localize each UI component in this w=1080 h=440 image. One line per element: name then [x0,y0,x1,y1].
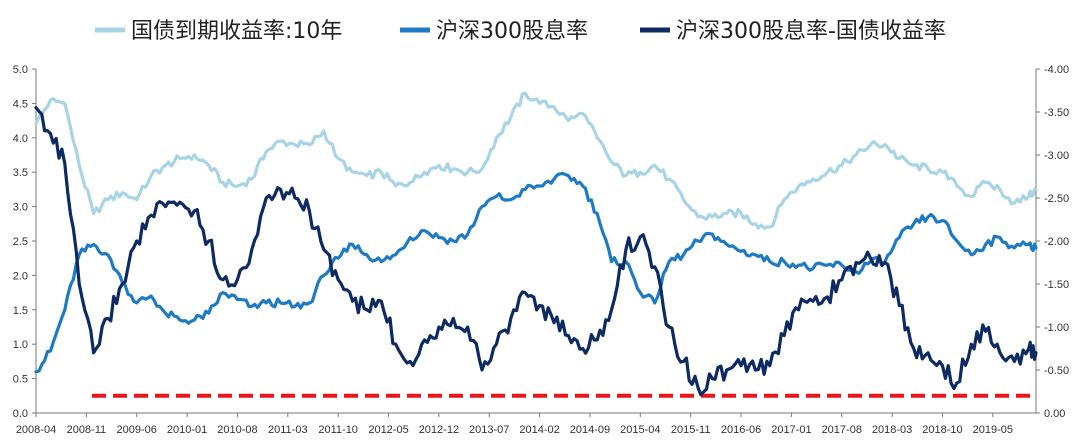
series-line-2 [34,171,1038,374]
left-y-tick-label: 0.0 [13,408,28,420]
legend-label-2: 沪深300股息率 [436,19,588,44]
x-tick-label: 2008-04 [16,424,56,436]
left-y-tick-label: 2.0 [13,270,28,282]
right-y-tick-label: -3.00 [1044,150,1069,162]
right-y-tick-label: -4.00 [1044,64,1069,76]
series-lines [34,91,1038,397]
x-tick-label: 2014-09 [570,424,610,436]
x-tick-label: 2019-05 [973,424,1013,436]
series-line-1 [34,91,1038,230]
series-line-3 [34,106,1038,397]
x-tick-label: 2011-03 [268,424,308,436]
x-tick-label: 2013-07 [469,424,509,436]
x-tick-label: 2008-11 [67,424,107,436]
x-tick-label: 2011-10 [318,424,358,436]
x-tick-label: 2012-05 [368,424,408,436]
left-y-tick-label: 0.5 [13,374,28,386]
left-y-tick-label: 1.5 [13,305,28,317]
x-tick-label: 2017-08 [822,424,862,436]
left-y-tick-label: 4.0 [13,133,28,145]
left-y-tick-label: 3.0 [13,202,28,214]
right-y-tick-label: 0.00 [1044,408,1065,420]
left-y-tick-label: 2.5 [13,236,28,248]
x-tick-label: 2017-01 [771,424,811,436]
x-tick-label: 2015-11 [671,424,711,436]
axes: 0.0 0.5 1.0 1.5 2.0 2.5 3.0 3.5 4.0 4.5 5.0 0.00 -0.… [13,64,1069,436]
x-tick-label: 2016-06 [721,424,761,436]
x-tick-label: 2014-02 [519,424,559,436]
x-tick-label: 2018-10 [922,424,962,436]
right-y-tick-label: -0.50 [1044,365,1069,377]
right-y-tick-label: -2.00 [1044,236,1069,248]
x-tick-label: 2018-03 [872,424,912,436]
right-y-tick-label: -2.50 [1044,193,1069,205]
right-y-tick-label: -1.00 [1044,322,1069,334]
x-tick-label: 2010-01 [167,424,207,436]
right-y-tick-label: -3.50 [1044,107,1069,119]
x-tick-label: 2010-08 [217,424,257,436]
left-y-tick-label: 1.0 [13,339,28,351]
left-y-tick-label: 5.0 [13,64,28,76]
x-tick-label: 2009-06 [117,424,157,436]
left-y-tick-label: 3.5 [13,167,28,179]
x-tick-label: 2015-04 [620,424,660,436]
legend-label-3: 沪深300股息率-国债收益率 [676,19,946,44]
legend-label-1: 国债到期收益率:10年 [131,19,342,44]
x-tick-label: 2012-12 [419,424,459,436]
right-y-tick-label: -1.50 [1044,279,1069,291]
legend: 国债到期收益率:10年 沪深300股息率 沪深300股息率-国债收益率 [95,19,946,44]
left-y-tick-label: 4.5 [13,98,28,110]
